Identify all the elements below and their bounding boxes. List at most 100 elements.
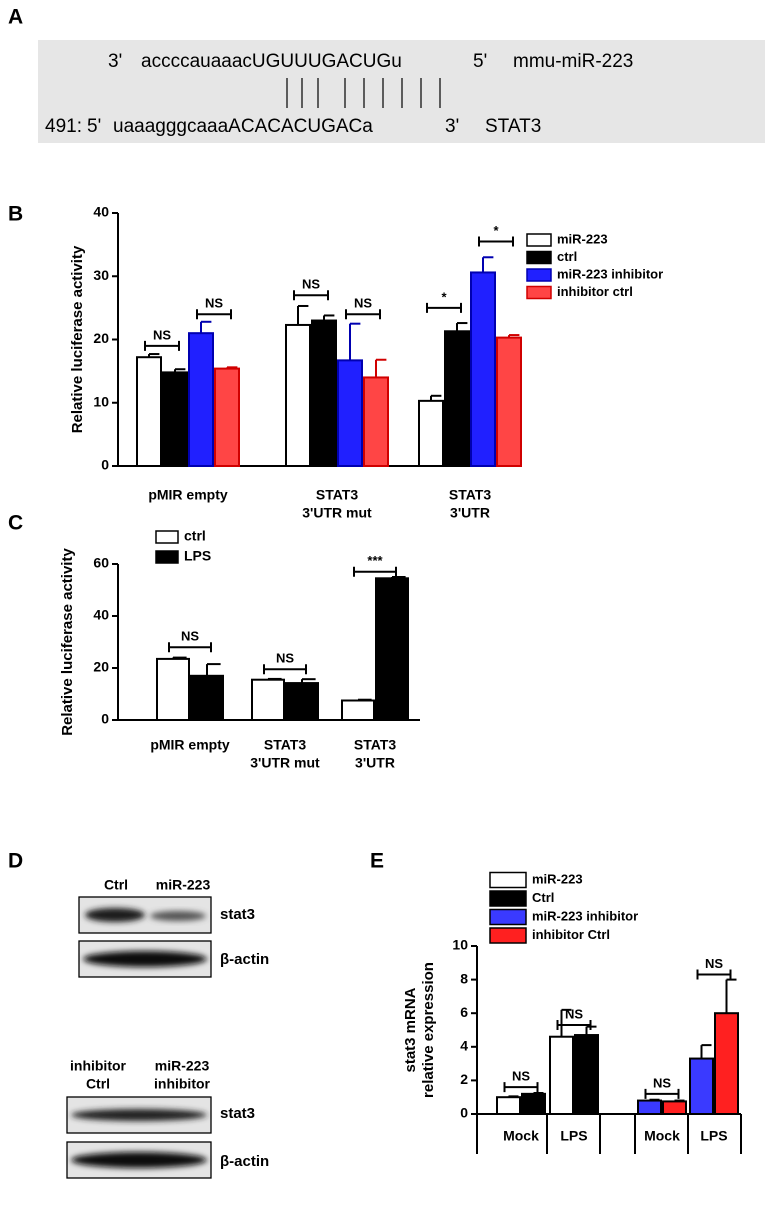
significance-bracket	[696, 969, 732, 980]
bar	[214, 367, 240, 467]
y-axis-label: stat3 mRNA	[402, 987, 419, 1072]
bar	[637, 1099, 662, 1116]
y-tick-label: 30	[93, 267, 109, 283]
significance-label: NS	[181, 629, 199, 644]
bar	[574, 1034, 599, 1116]
bar	[285, 682, 319, 722]
target-sequence: uaaagggcaaaACACACUGACa	[113, 116, 373, 137]
bar	[375, 577, 409, 721]
bar	[444, 330, 470, 467]
significance-bracket	[168, 642, 212, 653]
legend-swatch	[489, 908, 527, 926]
x-tick-label: 3'UTR mut	[250, 755, 320, 771]
bar	[136, 356, 162, 467]
lane-label: inhibitor	[154, 1076, 211, 1092]
lane-label: miR-223	[156, 877, 211, 893]
lane-label: miR-223	[155, 1058, 210, 1074]
bar	[190, 674, 224, 721]
bar	[188, 332, 214, 467]
y-tick-label: 10	[452, 937, 468, 953]
y-tick-label: 0	[101, 711, 109, 727]
row-label: stat3	[220, 906, 255, 923]
bar	[337, 359, 363, 467]
bar	[156, 657, 190, 722]
significance-label: NS	[302, 277, 320, 292]
legend-swatch	[489, 890, 527, 907]
bar	[521, 1092, 546, 1115]
legend-label: inhibitor Ctrl	[532, 927, 610, 942]
target-name: STAT3	[485, 116, 541, 137]
panel-label: A	[8, 6, 23, 29]
legend-label: inhibitor ctrl	[557, 284, 633, 299]
y-tick-label: 0	[460, 1105, 468, 1121]
significance-bracket	[345, 309, 381, 320]
x-tick-label: LPS	[560, 1128, 587, 1144]
x-tick-label: STAT3	[264, 737, 306, 753]
y-axis-label: relative expression	[420, 962, 437, 1098]
significance-bracket	[263, 664, 307, 675]
legend-swatch	[155, 530, 179, 544]
x-tick-label: 3'UTR mut	[302, 505, 372, 521]
significance-bracket	[644, 1088, 680, 1099]
x-tick-label: pMIR empty	[150, 737, 230, 753]
mirna-sequence: accccauaaacUGUUUGACUGu	[141, 51, 402, 72]
significance-bracket	[353, 566, 397, 577]
base-pairs	[286, 78, 441, 108]
y-tick-label: 60	[93, 555, 109, 571]
bar	[162, 371, 188, 468]
y-tick-label: 4	[460, 1038, 468, 1054]
y-tick-label: 40	[93, 607, 109, 623]
bar	[363, 376, 389, 468]
bar	[470, 271, 496, 467]
y-axis-label: Relative luciferase activity	[69, 245, 86, 433]
bar	[418, 399, 444, 468]
legend-swatch	[526, 233, 552, 247]
x-tick-label: Mock	[644, 1128, 680, 1144]
legend-label: miR-223	[557, 231, 608, 246]
significance-label: NS	[705, 956, 723, 971]
bar	[285, 323, 311, 468]
significance-label: NS	[276, 651, 294, 666]
significance-label: NS	[354, 296, 372, 311]
seq-end: 5'	[473, 51, 487, 72]
significance-bracket	[293, 290, 329, 301]
blot	[66, 1096, 212, 1134]
legend-label: LPS	[184, 548, 211, 564]
bar	[341, 699, 375, 721]
significance-bracket	[503, 1082, 539, 1093]
panel-label: D	[8, 850, 23, 873]
x-tick-label: LPS	[700, 1128, 727, 1144]
bar	[662, 1100, 687, 1116]
bar	[714, 1012, 739, 1116]
seq-end: 3'	[445, 116, 459, 137]
x-tick-label: pMIR empty	[148, 487, 228, 503]
x-tick-label: 3'UTR	[450, 505, 490, 521]
legend-swatch	[526, 285, 552, 300]
blot	[78, 940, 212, 978]
blot	[78, 896, 212, 934]
y-axis-label: Relative luciferase activity	[59, 548, 76, 736]
bar	[496, 1096, 521, 1115]
legend-swatch	[489, 871, 527, 889]
lane-label: Ctrl	[86, 1076, 110, 1092]
y-tick-label: 0	[101, 457, 109, 473]
y-tick-label: 40	[93, 204, 109, 220]
significance-label: *	[493, 223, 499, 238]
significance-bracket	[556, 1019, 592, 1030]
bar	[496, 336, 522, 468]
y-tick-label: 20	[93, 659, 109, 675]
row-label: β-actin	[220, 1153, 269, 1170]
x-tick-label: 3'UTR	[355, 755, 395, 771]
legend-label: miR-223 inhibitor	[532, 908, 638, 923]
significance-label: NS	[653, 1075, 671, 1090]
x-tick-label: STAT3	[449, 487, 491, 503]
x-tick-label: STAT3	[354, 737, 396, 753]
row-label: β-actin	[220, 951, 269, 968]
legend-label: miR-223 inhibitor	[557, 266, 663, 281]
lane-label: inhibitor	[70, 1058, 127, 1074]
significance-label: NS	[205, 296, 223, 311]
panel-label: C	[8, 512, 23, 535]
legend-swatch	[155, 550, 179, 564]
bar	[549, 1035, 574, 1115]
